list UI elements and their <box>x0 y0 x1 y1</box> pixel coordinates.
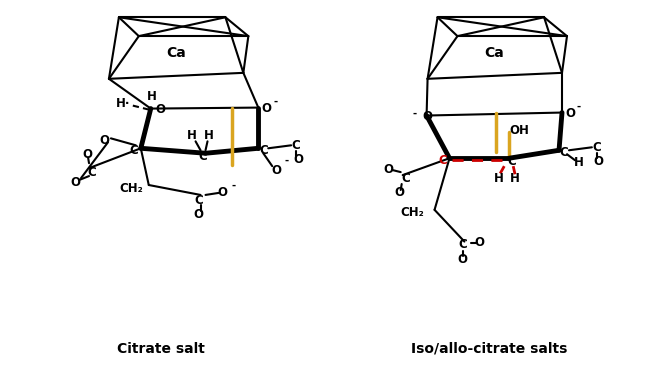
Text: C: C <box>194 195 203 207</box>
Text: H: H <box>510 171 520 185</box>
Text: CH₂: CH₂ <box>401 206 424 219</box>
Text: C: C <box>438 154 447 167</box>
Text: O: O <box>99 134 109 147</box>
Text: O: O <box>474 236 484 249</box>
Text: CH₂: CH₂ <box>119 183 143 195</box>
Text: Ca: Ca <box>166 46 185 60</box>
Text: O: O <box>271 164 281 177</box>
Text: O: O <box>384 163 394 176</box>
Text: O: O <box>594 155 604 168</box>
Text: O: O <box>565 107 575 120</box>
Text: H: H <box>574 155 584 169</box>
Text: O: O <box>194 208 204 221</box>
Text: C: C <box>129 144 138 157</box>
Text: C: C <box>259 144 267 157</box>
Text: O: O <box>293 153 303 166</box>
Text: H·: H· <box>116 97 130 110</box>
Text: Citrate salt: Citrate salt <box>117 342 204 356</box>
Text: H: H <box>187 129 196 142</box>
Text: C: C <box>458 238 467 251</box>
Text: O: O <box>261 102 271 115</box>
Text: C: C <box>560 146 568 159</box>
Text: OH: OH <box>509 124 529 137</box>
Text: Iso/allo-citrate salts: Iso/allo-citrate salts <box>411 342 568 356</box>
Text: O: O <box>70 176 80 189</box>
Text: Ca: Ca <box>484 46 504 60</box>
Text: -: - <box>577 102 581 112</box>
Text: C: C <box>87 166 97 179</box>
Text: -: - <box>231 181 235 191</box>
Text: O: O <box>82 148 92 161</box>
Text: O: O <box>422 110 432 123</box>
Text: O: O <box>217 186 227 199</box>
Text: H: H <box>147 90 156 103</box>
Text: O: O <box>395 186 405 199</box>
Text: C: C <box>593 141 601 154</box>
Text: H: H <box>494 171 504 185</box>
Text: H: H <box>204 129 214 142</box>
Text: C: C <box>508 155 516 168</box>
Text: C: C <box>198 150 207 163</box>
Text: -: - <box>273 97 277 107</box>
Text: -: - <box>284 156 288 166</box>
Text: C: C <box>401 171 410 185</box>
Text: C: C <box>292 139 300 152</box>
Text: O: O <box>156 103 166 116</box>
Text: O: O <box>457 253 467 266</box>
Text: -: - <box>413 109 417 119</box>
